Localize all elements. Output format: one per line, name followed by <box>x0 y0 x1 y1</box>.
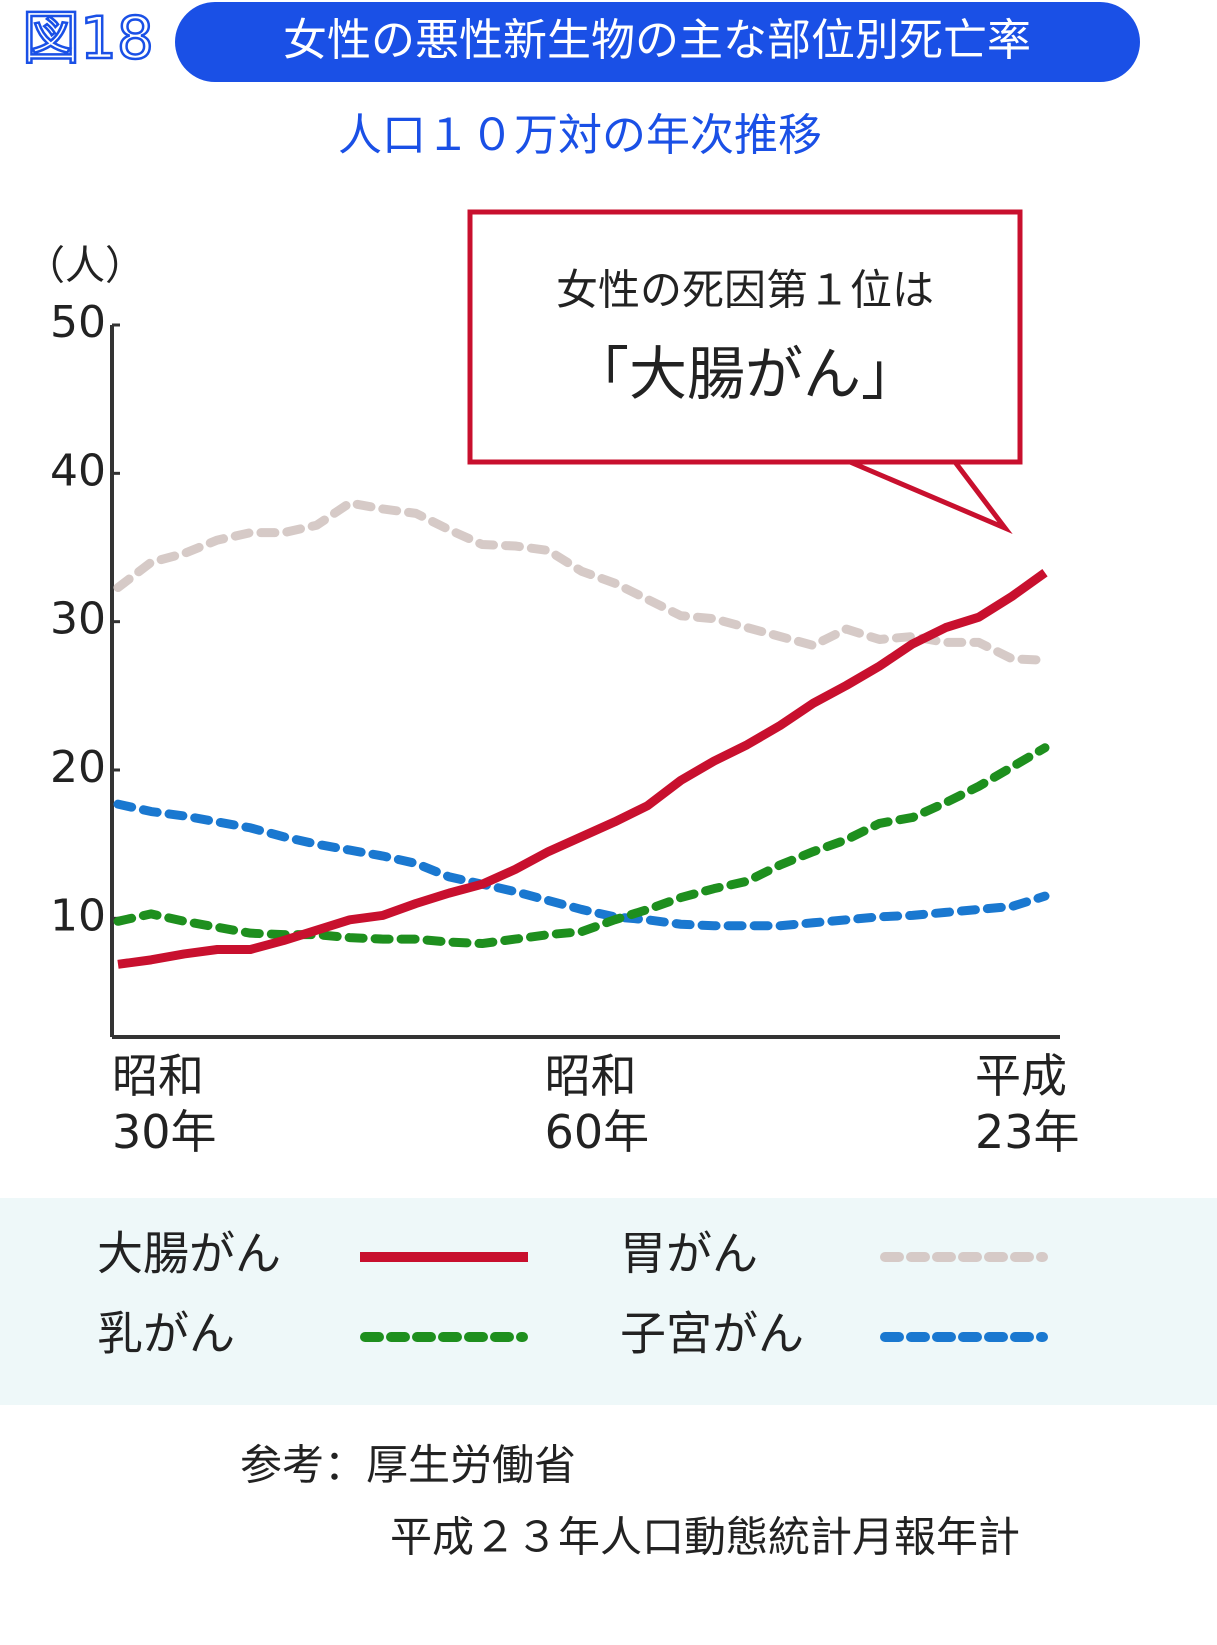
series-line <box>117 569 1048 969</box>
series-line <box>113 799 1050 931</box>
subtitle: 人口１０万対の年次推移 <box>338 110 822 161</box>
y-tick-label: 20 <box>50 742 106 793</box>
x-tick-label: 昭和 60年 <box>544 1049 650 1159</box>
legend-label: 大腸がん <box>97 1227 281 1281</box>
chart-title: 女性の悪性新生物の主な部位別死亡率 <box>283 15 1031 66</box>
callout-box <box>467 209 1023 534</box>
annotation: 女性の死因第１位は <box>556 266 934 315</box>
y-tick-label: 30 <box>50 594 106 645</box>
y-tick-label: 10 <box>50 890 106 941</box>
annotation: 「大腸がん」 <box>571 340 919 408</box>
y-axis-label: （人） <box>25 243 145 289</box>
y-tick-label: 40 <box>50 445 106 496</box>
x-tick-label: 昭和 30年 <box>112 1049 217 1159</box>
source: 平成２３年人口動態統計月報年計 <box>390 1513 1020 1562</box>
legend-box <box>0 1198 1217 1405</box>
legend-label: 乳がん <box>97 1307 235 1361</box>
source: 参考：厚生労働省 <box>240 1441 576 1490</box>
legend-label: 子宮がん <box>620 1307 804 1361</box>
x-tick-label: 平成 23年 <box>975 1049 1080 1159</box>
series-line <box>113 498 1050 665</box>
title-badge <box>175 2 1140 82</box>
y-tick-label: 50 <box>50 297 106 348</box>
legend-label: 胃がん <box>620 1227 758 1281</box>
series-line <box>113 743 1050 949</box>
figure-label: 図18 <box>22 4 154 72</box>
